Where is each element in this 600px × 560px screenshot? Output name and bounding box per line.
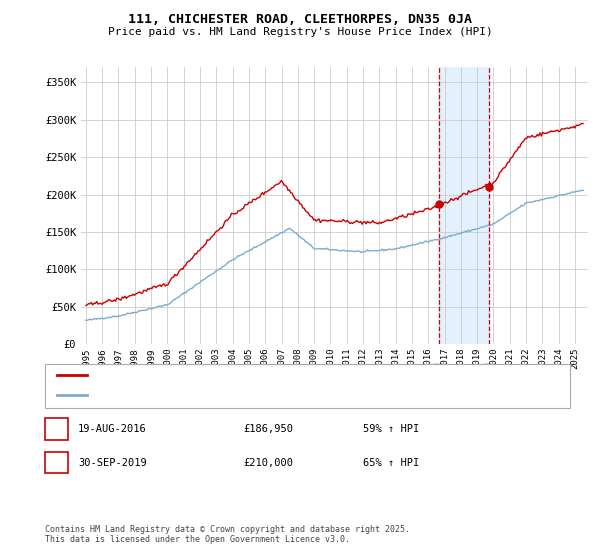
Text: 59% ↑ HPI: 59% ↑ HPI — [363, 424, 419, 434]
Text: 1: 1 — [53, 424, 60, 434]
Text: 1: 1 — [436, 367, 442, 377]
Text: Contains HM Land Registry data © Crown copyright and database right 2025.
This d: Contains HM Land Registry data © Crown c… — [45, 525, 410, 544]
Text: 19-AUG-2016: 19-AUG-2016 — [78, 424, 147, 434]
Text: 111, CHICHESTER ROAD, CLEETHORPES, DN35 0JA: 111, CHICHESTER ROAD, CLEETHORPES, DN35 … — [128, 13, 472, 26]
Text: 111, CHICHESTER ROAD, CLEETHORPES, DN35 0JA (semi-detached house): 111, CHICHESTER ROAD, CLEETHORPES, DN35 … — [90, 371, 464, 380]
Text: 30-SEP-2019: 30-SEP-2019 — [78, 458, 147, 468]
Text: 2: 2 — [486, 367, 493, 377]
Text: Price paid vs. HM Land Registry's House Price Index (HPI): Price paid vs. HM Land Registry's House … — [107, 27, 493, 37]
Text: HPI: Average price, semi-detached house, North East Lincolnshire: HPI: Average price, semi-detached house,… — [90, 390, 458, 399]
Text: £186,950: £186,950 — [243, 424, 293, 434]
Text: £210,000: £210,000 — [243, 458, 293, 468]
Text: 65% ↑ HPI: 65% ↑ HPI — [363, 458, 419, 468]
Text: 2: 2 — [53, 458, 60, 468]
Bar — [439, 67, 490, 344]
